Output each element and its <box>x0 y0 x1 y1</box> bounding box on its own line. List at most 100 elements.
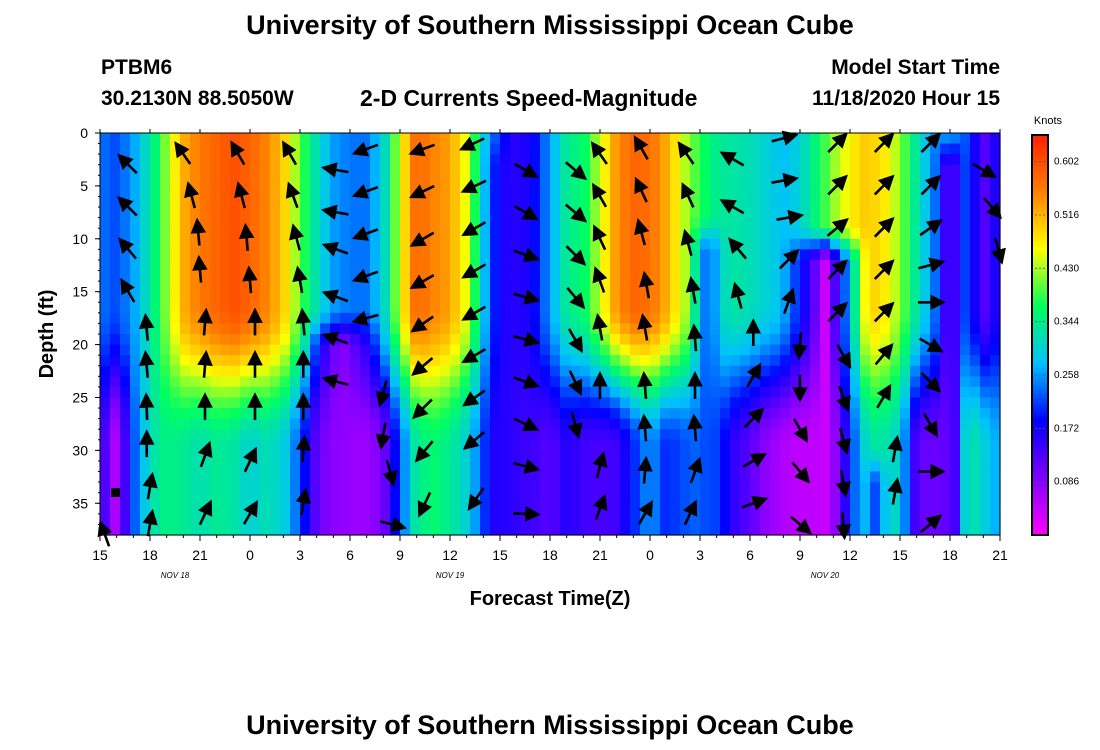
heatmap-cell <box>840 281 851 293</box>
heatmap-cell <box>830 408 841 420</box>
heatmap-cell <box>280 249 291 261</box>
heatmap-cell <box>360 471 371 483</box>
heatmap-cell <box>540 228 551 240</box>
heatmap-cell <box>310 408 321 420</box>
heatmap-cell <box>420 429 431 441</box>
heatmap-cell <box>140 196 151 208</box>
heatmap-cell <box>480 397 491 409</box>
heatmap-cell <box>830 207 841 219</box>
heatmap-cell <box>510 154 521 166</box>
heatmap-cell <box>360 429 371 441</box>
heatmap-cell <box>200 334 211 346</box>
heatmap-cell <box>890 355 901 367</box>
heatmap-cell <box>430 482 441 494</box>
heatmap-cell <box>160 471 171 483</box>
heatmap-cell <box>380 238 391 250</box>
heatmap-cell <box>260 334 271 346</box>
heatmap-cell <box>220 334 231 346</box>
heatmap-cell <box>630 270 641 282</box>
heatmap-cell <box>160 154 171 166</box>
heatmap-cell <box>550 312 561 325</box>
heatmap-cell <box>810 334 821 346</box>
current-vector-arrow <box>408 184 435 199</box>
heatmap-cell <box>290 355 301 367</box>
heatmap-cell <box>510 228 521 240</box>
heatmap-cell <box>550 344 561 356</box>
heatmap-cell <box>450 323 461 335</box>
heatmap-cell <box>210 397 221 409</box>
heatmap-cell <box>340 397 351 409</box>
heatmap-cell <box>710 164 721 176</box>
heatmap-cell <box>730 133 741 145</box>
heatmap-cell <box>230 524 241 536</box>
heatmap-cell <box>100 408 111 420</box>
heatmap-cell <box>430 312 441 325</box>
heatmap-cell <box>890 312 901 325</box>
heatmap-cell <box>260 365 271 377</box>
heatmap-cell <box>780 524 791 536</box>
current-vector-arrow <box>321 373 349 390</box>
heatmap-cell <box>830 323 841 335</box>
current-vector-arrow <box>321 241 349 257</box>
heatmap-cell <box>510 312 521 325</box>
heatmap-cell <box>160 270 171 282</box>
current-vector-arrow <box>835 512 852 541</box>
heatmap-cell <box>130 365 141 377</box>
heatmap-cell <box>350 185 361 198</box>
heatmap-cell <box>630 365 641 377</box>
heatmap-cell <box>770 471 781 483</box>
heatmap-cell <box>530 217 541 229</box>
heatmap-cell <box>940 524 951 536</box>
heatmap-cell <box>510 302 521 314</box>
heatmap-cell <box>680 376 691 388</box>
heatmap-cell <box>210 249 221 261</box>
heatmap-cell <box>930 238 941 250</box>
heatmap-cell <box>330 185 341 198</box>
heatmap-cell <box>640 291 651 303</box>
heatmap-cell <box>790 143 801 155</box>
heatmap-cell <box>900 513 911 526</box>
heatmap-cell <box>800 513 811 526</box>
heatmap-cell <box>800 302 811 314</box>
heatmap-cell <box>670 164 681 176</box>
heatmap-cell <box>830 524 841 536</box>
heatmap-cell <box>950 196 961 208</box>
heatmap-cell <box>310 450 321 462</box>
heatmap-cell <box>190 154 201 166</box>
heatmap-cell <box>460 196 471 208</box>
heatmap-cell <box>670 492 681 504</box>
heatmap-cell <box>290 503 301 515</box>
heatmap-cell <box>260 355 271 367</box>
current-vector-arrow <box>414 440 434 463</box>
heatmap-cell <box>100 259 111 272</box>
heatmap-cell <box>300 524 311 536</box>
heatmap-cell <box>360 355 371 367</box>
heatmap-cell <box>980 418 991 430</box>
heatmap-cell <box>160 238 171 250</box>
heatmap-cell <box>260 450 271 462</box>
current-vector-arrow <box>687 323 703 352</box>
heatmap-cell <box>170 291 181 303</box>
heatmap-cell <box>350 439 361 451</box>
heatmap-cell <box>980 238 991 250</box>
heatmap-cell <box>360 249 371 261</box>
heatmap-cell <box>780 439 791 451</box>
x-tick-label: 12 <box>442 547 458 563</box>
heatmap-cell <box>900 492 911 504</box>
heatmap-cell <box>740 334 751 346</box>
heatmap-cell <box>540 164 551 176</box>
heatmap-cell <box>590 450 601 462</box>
heatmap-cell <box>220 185 231 198</box>
heatmap-cell <box>760 238 771 250</box>
heatmap-cell <box>820 524 831 536</box>
heatmap-cell <box>630 207 641 219</box>
heatmap-cell <box>160 524 171 536</box>
heatmap-cell <box>290 323 301 335</box>
heatmap-cell <box>550 133 561 145</box>
heatmap-cell <box>980 249 991 261</box>
heatmap-cell <box>670 429 681 441</box>
heatmap-cell <box>570 482 581 494</box>
heatmap-cell <box>390 460 401 473</box>
heatmap-cell <box>400 503 411 515</box>
heatmap-cell <box>320 471 331 483</box>
